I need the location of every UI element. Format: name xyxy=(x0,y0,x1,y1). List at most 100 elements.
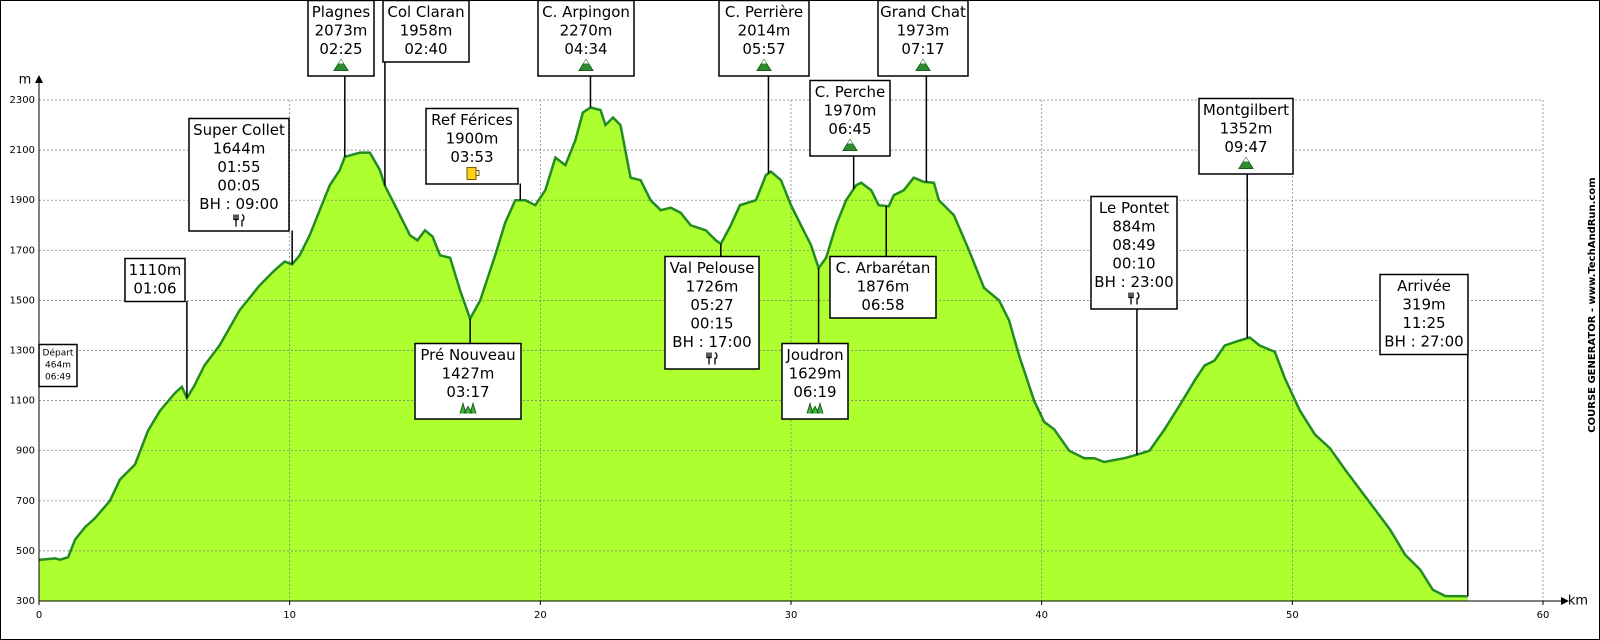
annotation-text: 07:17 xyxy=(901,40,944,58)
annotation-text: Pré Nouveau xyxy=(420,346,515,364)
annotation-text: 00:10 xyxy=(1112,254,1155,272)
y-axis-arrow xyxy=(35,75,43,83)
x-tick-label: 0 xyxy=(36,610,42,621)
annotation-text: Départ xyxy=(43,348,74,359)
summit-icon xyxy=(842,138,858,151)
annotation-text: 1876m xyxy=(857,277,910,295)
annotation-box xyxy=(1379,273,1469,356)
x-tick-label: 30 xyxy=(785,610,798,621)
summit-snow xyxy=(583,59,589,64)
x-axis-arrow xyxy=(1561,597,1569,605)
food-icon xyxy=(233,213,245,227)
annotation-text: 1726m xyxy=(686,277,739,295)
annotation-text: Super Collet xyxy=(193,121,285,139)
annotation-box xyxy=(124,257,186,303)
y-tick-label: 900 xyxy=(16,446,35,457)
y-tick-label: 1700 xyxy=(10,245,35,256)
y-tick-label: 2100 xyxy=(10,145,35,156)
x-tick-label: 20 xyxy=(534,610,547,621)
annotation-text: 08:49 xyxy=(1112,236,1155,254)
drink-icon xyxy=(466,167,477,180)
elevation-line xyxy=(38,106,1468,598)
annotation-text: 2073m xyxy=(315,21,368,39)
y-tick-label: 1900 xyxy=(10,195,35,206)
summit-icon xyxy=(1238,156,1254,169)
x-tick-label: 60 xyxy=(1537,610,1550,621)
summit-icon xyxy=(578,58,594,71)
side-text: COURSE GENERATOR - www.TechAndRun.com xyxy=(1587,177,1598,432)
annotation-box xyxy=(1090,195,1178,310)
annotation-text: 1970m xyxy=(824,101,877,119)
annotation-text: Val Pelouse xyxy=(670,259,755,277)
annotation-text: Plagnes xyxy=(312,3,371,21)
x-tick-label: 40 xyxy=(1035,610,1048,621)
annotation-text: 04:34 xyxy=(564,40,607,58)
summit-icon xyxy=(756,58,772,71)
annotation-text: 1427m xyxy=(442,364,495,382)
annotation-text: 884m xyxy=(1112,217,1155,235)
annotation-text: C. Arbarétan xyxy=(836,259,931,277)
annotation-text: 05:27 xyxy=(690,296,733,314)
food-icon xyxy=(706,351,718,365)
annotation-text: 01:06 xyxy=(133,279,176,297)
annotation-text: 00:15 xyxy=(690,314,733,332)
y-tick-label: 1100 xyxy=(10,396,35,407)
annotation-text: 06:58 xyxy=(861,296,904,314)
summit-snow xyxy=(1243,157,1249,162)
annotation-text: Col Claran xyxy=(387,3,464,21)
annotation-text: C. Arpingon xyxy=(542,3,630,21)
annotation: Départ 464m 06:49 xyxy=(38,343,78,388)
annotation-text: 00:05 xyxy=(217,176,260,194)
annotation-text: 03:17 xyxy=(446,383,489,401)
annotation-text: 03:53 xyxy=(450,148,493,166)
summit-icon xyxy=(333,58,349,71)
summit-snow xyxy=(847,139,853,144)
annotation-text: 09:47 xyxy=(1224,138,1267,156)
y-tick-label: 300 xyxy=(16,596,35,607)
annotation-box xyxy=(382,0,470,63)
y-axis-label: m xyxy=(19,73,32,88)
annotation-text: Grand Chat xyxy=(880,3,966,21)
food-icon xyxy=(1128,291,1140,305)
annotation-box xyxy=(188,117,290,232)
annotation-text: Le Pontet xyxy=(1099,199,1169,217)
annotation-text: Montgilbert xyxy=(1203,101,1289,119)
annotation-text: C. Perche xyxy=(815,83,886,101)
valley-icon xyxy=(459,401,477,414)
x-axis-label: km xyxy=(1568,594,1588,609)
annotation-text: BH : 23:00 xyxy=(1094,273,1173,291)
annotation-text: 01:55 xyxy=(217,158,260,176)
annotation-text: 1958m xyxy=(400,21,453,39)
annotation-text: Joudron xyxy=(785,346,843,364)
annotation-text: 2014m xyxy=(738,21,791,39)
annotation-box xyxy=(664,255,760,370)
y-tick-label: 2300 xyxy=(10,95,35,106)
annotation-text: 2270m xyxy=(560,21,613,39)
annotation-text: 464m xyxy=(45,361,71,371)
annotation-text: BH : 09:00 xyxy=(199,195,278,213)
y-tick-label: 700 xyxy=(16,496,35,507)
drink-handle xyxy=(476,170,480,176)
x-tick-label: 50 xyxy=(1286,610,1299,621)
annotation-text: BH : 17:00 xyxy=(672,333,751,351)
annotation-text: 02:40 xyxy=(404,40,447,58)
annotation-text: Arrivée xyxy=(1397,277,1451,295)
x-tick-label: 10 xyxy=(283,610,296,621)
summit-snow xyxy=(338,59,344,64)
